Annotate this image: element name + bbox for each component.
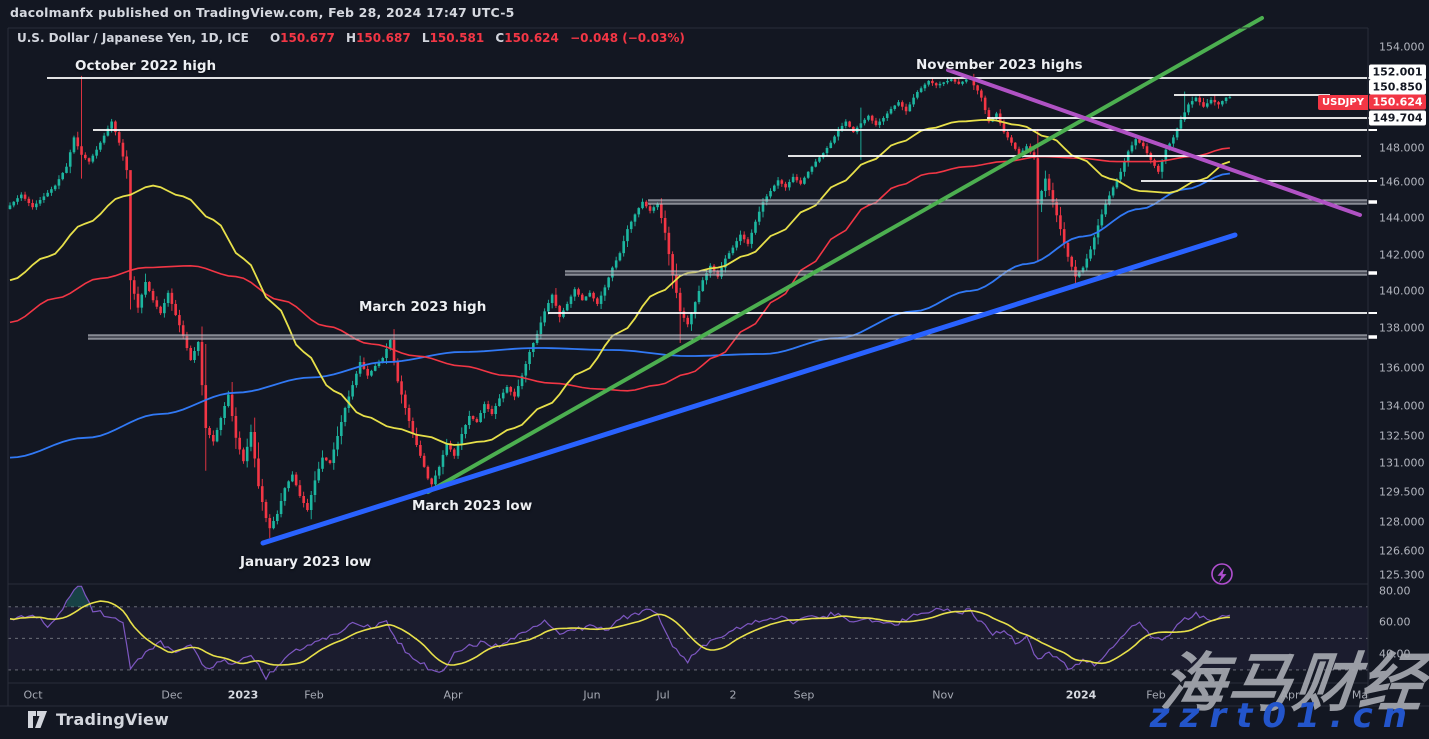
time-axis-label: Jun: [583, 688, 601, 701]
watermark-site-url: zzrt01.cn: [1149, 696, 1417, 736]
time-axis-label: Nov: [932, 688, 954, 701]
time-axis-label: 2023: [227, 688, 259, 701]
time-axis-label: Oct: [23, 688, 43, 701]
annotation-march-2023-high: March 2023 high: [359, 299, 487, 315]
price-axis-label: 154.000: [1379, 40, 1425, 54]
price-axis-label: 148.000: [1379, 141, 1425, 155]
price-axis-label: 80.00: [1379, 584, 1411, 598]
tradingview-attribution[interactable]: TradingView: [28, 710, 169, 729]
price-axis-label: 152.001: [1369, 64, 1426, 80]
time-axis-label: 2024: [1065, 688, 1097, 701]
open-label: O: [269, 31, 281, 45]
price-axis-label: 125.300: [1379, 568, 1425, 582]
close-label: C: [495, 31, 505, 45]
annotation-january-2023-low: January 2023 low: [240, 554, 372, 570]
price-axis-label: 40.00: [1379, 647, 1411, 661]
price-axis-label: 136.000: [1379, 361, 1425, 375]
price-axis-label: 126.600: [1379, 544, 1425, 558]
close-value: 150.624: [504, 31, 559, 45]
price-axis-label: 129.500: [1379, 485, 1425, 499]
price-axis-label: 144.000: [1379, 211, 1425, 225]
price-axis-label: 142.000: [1379, 248, 1425, 262]
price-axis-label: 138.000: [1379, 321, 1425, 335]
time-axis-label: 2: [729, 688, 737, 701]
high-value: 150.687: [356, 31, 411, 45]
price-axis-label: 60.00: [1379, 615, 1411, 629]
change-value: −0.048 (−0.03%): [570, 31, 685, 45]
tradingview-brand-text: TradingView: [56, 710, 170, 729]
price-axis-label: 146.000: [1379, 175, 1425, 189]
low-value: 150.581: [429, 31, 485, 45]
last-price-label: 150.624: [1369, 94, 1426, 110]
annotation-november-2023-highs: November 2023 highs: [916, 57, 1083, 73]
symbol-title: U.S. Dollar / Japanese Yen, 1D, ICE: [17, 31, 249, 45]
time-axis[interactable]: Oct Dec 2023 Feb Apr Jun Jul 2 Sep Nov 2024 Feb Apr M…: [0, 683, 1368, 706]
tradingview-logo-icon: [28, 710, 47, 728]
annotation-october-2022-high: October 2022 high: [75, 58, 217, 74]
symbol-price-badge: USDJPY: [1318, 95, 1368, 110]
publish-info: dacolmanfx published on TradingView.com,…: [10, 5, 515, 20]
low-label: L: [421, 31, 430, 45]
time-axis-label: Apr: [1280, 688, 1300, 701]
lightning-bolt-icon: [1211, 563, 1233, 585]
time-axis-label: Feb: [304, 688, 324, 701]
time-axis-label: Feb: [1146, 688, 1166, 701]
price-axis-label: 128.000: [1379, 515, 1425, 529]
open-value: 150.677: [280, 31, 335, 45]
time-axis-label: Sep: [793, 688, 815, 701]
price-axis-label: 134.000: [1379, 399, 1425, 413]
high-label: H: [346, 31, 357, 45]
price-axis-label: 140.000: [1379, 284, 1425, 298]
annotation-march-2023-low: March 2023 low: [412, 498, 533, 514]
price-axis-label: 131.000: [1379, 456, 1425, 470]
time-axis-label: Jul: [656, 688, 670, 701]
symbol-legend: U.S. Dollar / Japanese Yen, 1D, ICE O150…: [17, 31, 685, 45]
time-axis-label: Apr: [443, 688, 463, 701]
time-axis-label: Dec: [161, 688, 183, 701]
price-axis[interactable]: 154.000 152.001 150.850 150.624 149.704 148.0…: [1368, 0, 1429, 706]
price-axis-label: 150.850: [1369, 79, 1426, 95]
price-axis-label: 132.500: [1379, 429, 1425, 443]
time-axis-label: Ma: [1351, 688, 1369, 701]
price-axis-label: 149.704: [1369, 110, 1426, 126]
